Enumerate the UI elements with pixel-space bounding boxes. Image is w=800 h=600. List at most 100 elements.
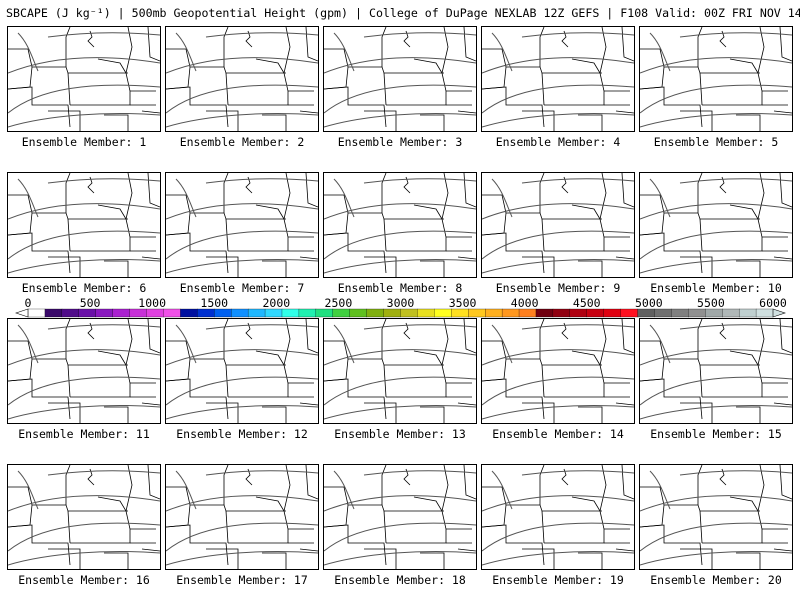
colorbar-swatch: [231, 308, 249, 318]
colorbar-swatch: [298, 308, 317, 318]
colorbar-swatch: [654, 308, 672, 318]
colorbar-swatch: [722, 308, 740, 318]
colorbar-swatch: [129, 308, 147, 318]
colorbar-swatch: [27, 308, 46, 318]
ensemble-member-label: Ensemble Member: 18: [334, 573, 466, 587]
ensemble-member-map: [639, 318, 793, 424]
ensemble-member-map: [323, 172, 477, 278]
colorbar-tick-label: 0: [24, 296, 32, 310]
colorbar-swatch: [349, 308, 368, 318]
colorbar-tick-label: 2500: [324, 296, 353, 310]
ensemble-member-label: Ensemble Member: 9: [495, 281, 621, 295]
ensemble-member-label: Ensemble Member: 17: [176, 573, 308, 587]
colorbar-swatch: [535, 308, 554, 318]
ensemble-member-label: Ensemble Member: 3: [337, 135, 463, 149]
ensemble-member-label: Ensemble Member: 15: [650, 427, 782, 441]
ensemble-member-label: Ensemble Member: 10: [650, 281, 782, 295]
ensemble-member-map: [323, 318, 477, 424]
colorbar-swatch: [400, 308, 418, 318]
colorbar-swatch: [383, 308, 401, 318]
colorbar-swatch: [163, 308, 181, 318]
colorbar-tick-label: 3500: [448, 296, 477, 310]
ensemble-member-label: Ensemble Member: 19: [492, 573, 624, 587]
ensemble-member-map: [7, 172, 161, 278]
colorbar-right-arrow: [772, 308, 786, 318]
ensemble-member-label: Ensemble Member: 12: [176, 427, 308, 441]
ensemble-member-map: [481, 172, 635, 278]
ensemble-member-map: [323, 464, 477, 570]
colorbar-swatch: [95, 308, 114, 318]
colorbar-swatch: [315, 308, 334, 318]
colorbar-swatch: [468, 308, 486, 318]
colorbar-swatch: [755, 308, 774, 318]
colorbar-swatch: [637, 308, 655, 318]
colorbar-tick-label: 500: [79, 296, 101, 310]
colorbar-tick-label: 1500: [200, 296, 229, 310]
colorbar-swatch: [366, 308, 385, 318]
colorbar-swatch: [603, 308, 622, 318]
ensemble-member-map: [323, 26, 477, 132]
colorbar-swatch: [569, 308, 588, 318]
ensemble-member-map: [165, 464, 319, 570]
colorbar-swatch: [146, 308, 164, 318]
colorbar-swatch: [264, 308, 283, 318]
ensemble-member-label: Ensemble Member: 5: [653, 135, 779, 149]
ensemble-member-map: [165, 172, 319, 278]
colorbar-swatch: [485, 308, 503, 318]
ensemble-member-map: [639, 172, 793, 278]
colorbar-swatch: [434, 308, 452, 318]
colorbar-left-arrow: [15, 308, 29, 318]
colorbar-tick-label: 4500: [572, 296, 601, 310]
colorbar-swatch: [247, 308, 266, 318]
colorbar-swatch: [705, 308, 723, 318]
ensemble-member-label: Ensemble Member: 6: [21, 281, 147, 295]
ensemble-member-map: [481, 26, 635, 132]
colorbar-swatch: [738, 308, 757, 318]
colorbar-swatch: [44, 308, 63, 318]
ensemble-member-label: Ensemble Member: 13: [334, 427, 466, 441]
ensemble-member-map: [7, 464, 161, 570]
colorbar-tick-label: 3000: [386, 296, 415, 310]
colorbar-swatch: [688, 308, 706, 318]
colorbar-tick-label: 5000: [634, 296, 663, 310]
colorbar-swatch: [451, 308, 469, 318]
ensemble-member-label: Ensemble Member: 11: [18, 427, 150, 441]
ensemble-member-map: [481, 318, 635, 424]
colorbar-swatch: [214, 308, 232, 318]
colorbar-tick-label: 1000: [138, 296, 167, 310]
colorbar-swatch: [586, 308, 605, 318]
ensemble-member-label: Ensemble Member: 8: [337, 281, 463, 295]
colorbar-swatch: [112, 308, 131, 318]
ensemble-member-map: [165, 26, 319, 132]
colorbar-tick-label: 5500: [697, 296, 725, 310]
colorbar-swatch: [620, 308, 638, 318]
colorbar-tick-label: 4000: [510, 296, 539, 310]
colorbar-tick-label: 2000: [262, 296, 291, 310]
colorbar-swatch: [671, 308, 689, 318]
ensemble-member-map: [7, 318, 161, 424]
colorbar-swatch: [417, 308, 435, 318]
ensemble-member-label: Ensemble Member: 4: [495, 135, 621, 149]
colorbar-swatch: [180, 308, 198, 318]
ensemble-member-map: [165, 318, 319, 424]
colorbar-swatch: [61, 308, 80, 318]
ensemble-member-label: Ensemble Member: 1: [21, 135, 147, 149]
colorbar-swatch: [332, 308, 351, 318]
colorbar-swatch: [501, 308, 520, 318]
ensemble-member-label: Ensemble Member: 7: [179, 281, 305, 295]
ensemble-member-map: [481, 464, 635, 570]
ensemble-member-map: [639, 464, 793, 570]
ensemble-member-label: Ensemble Member: 20: [650, 573, 782, 587]
ensemble-member-label: Ensemble Member: 16: [18, 573, 150, 587]
ensemble-member-label: Ensemble Member: 2: [179, 135, 305, 149]
colorbar-swatch: [518, 308, 537, 318]
colorbar-tick-label: 6000: [759, 296, 787, 310]
colorbar-swatch: [281, 308, 300, 318]
colorbar-swatch: [552, 308, 571, 318]
ensemble-member-label: Ensemble Member: 14: [492, 427, 624, 441]
ensemble-member-map: [7, 26, 161, 132]
ensemble-member-map: [639, 26, 793, 132]
colorbar-swatch: [197, 308, 215, 318]
map-title: SBCAPE (J kg⁻¹) | 500mb Geopotential Hei…: [6, 6, 800, 20]
colorbar-swatch: [78, 308, 97, 318]
